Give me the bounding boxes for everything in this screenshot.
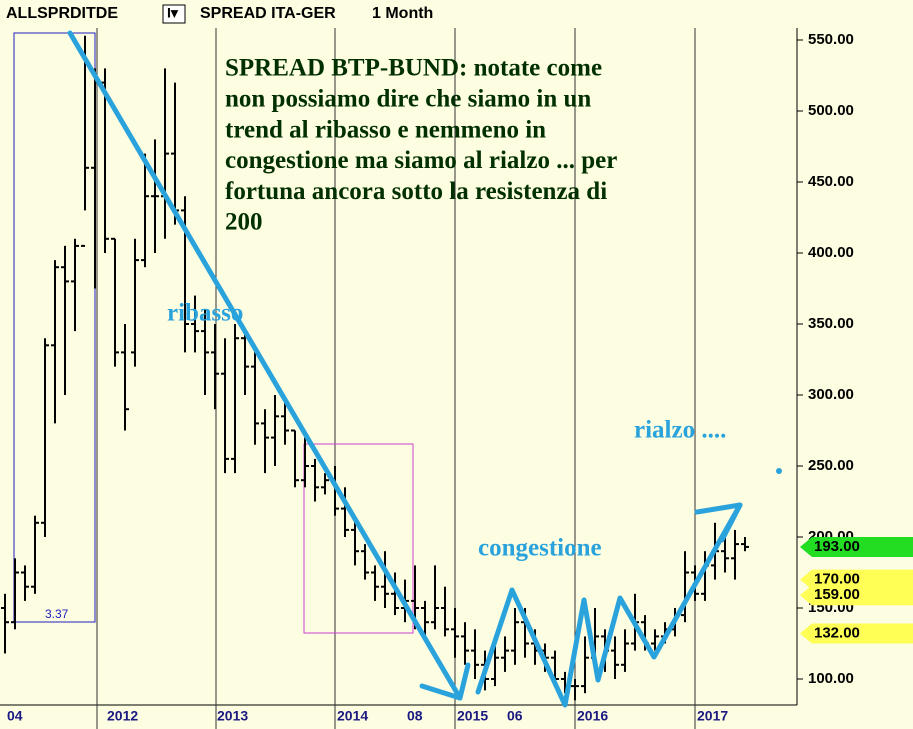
- y-tick-label: 400.00: [808, 244, 854, 261]
- symbol[interactable]: ALLSPRDITDE: [6, 5, 118, 22]
- x-tick-label: 2015: [457, 708, 488, 724]
- y-tick-label: 100.00: [808, 670, 854, 687]
- y-tick-label: 550.00: [808, 31, 854, 48]
- annotation: 200: [225, 209, 263, 236]
- annotation: SPREAD BTP-BUND: notate come: [225, 55, 602, 82]
- price-tag: [800, 623, 913, 644]
- x-tick-label: 2016: [577, 708, 608, 724]
- x-tick-label: 04: [7, 708, 23, 724]
- x-tick-label: 06: [507, 708, 523, 724]
- annotation: fortuna ancora sotto la resistenza di: [225, 178, 607, 205]
- annotation: congestione ma siamo al rialzo ... per: [225, 147, 617, 174]
- x-tick-label: 2012: [107, 708, 138, 724]
- box-label: 3.37: [45, 607, 69, 621]
- chart-title: SPREAD ITA-GER: [200, 5, 336, 22]
- x-tick-label: 2017: [697, 708, 728, 724]
- price-tag-label: 170.00: [814, 571, 860, 588]
- price-tag-label: 193.00: [814, 538, 860, 555]
- price-tag-label: 159.00: [814, 586, 860, 603]
- price-tag: [800, 585, 913, 606]
- y-tick-label: 450.00: [808, 173, 854, 190]
- trend-drawings: [67, 30, 743, 708]
- x-tick-label: 2013: [217, 708, 248, 724]
- setup-box: [13, 32, 96, 623]
- dropdown[interactable]: [162, 4, 186, 24]
- period: 1 Month: [372, 5, 433, 22]
- price-tag-label: 132.00: [814, 625, 860, 642]
- dropdown-icon: I▾: [167, 5, 179, 21]
- y-tick-label: 350.00: [808, 315, 854, 332]
- annotation: congestione: [478, 535, 602, 562]
- y-tick-label: 250.00: [808, 457, 854, 474]
- annotation: rialzo ....: [634, 417, 726, 444]
- price-tag: [800, 569, 913, 590]
- x-tick-label: 08: [407, 708, 423, 724]
- setup-box: [303, 443, 414, 634]
- y-tick-label: 500.00: [808, 102, 854, 119]
- x-tick-label: 2014: [337, 708, 368, 724]
- annotation: trend al ribasso e nemmeno in: [225, 116, 546, 143]
- toolbar: [0, 0, 913, 28]
- y-tick-label: 300.00: [808, 386, 854, 403]
- marker-dot: [776, 468, 782, 474]
- annotation: ribasso: [167, 300, 243, 327]
- price-tag: [800, 536, 913, 557]
- annotation: non possiamo dire che siamo in un: [225, 86, 591, 113]
